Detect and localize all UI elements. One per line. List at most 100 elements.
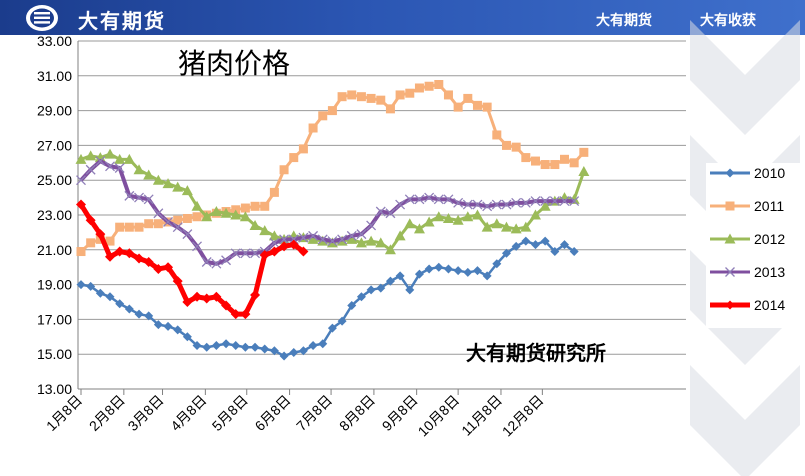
data-point-2011 <box>540 160 550 170</box>
data-point-2012 <box>239 211 251 222</box>
legend-swatch-2014 <box>710 300 750 310</box>
data-point-2011 <box>279 165 289 175</box>
data-point-2013 <box>143 194 154 205</box>
legend-item-2013: 2013 <box>706 262 801 282</box>
data-point-2012 <box>375 237 387 248</box>
data-point-2013 <box>356 229 367 240</box>
legend-label: 2010 <box>754 165 786 181</box>
data-point-2014 <box>163 262 174 273</box>
x-tick-label: 12月8日 <box>499 392 547 440</box>
data-point-2013 <box>511 197 522 208</box>
data-point-2011 <box>530 156 540 166</box>
data-point-2014 <box>279 241 290 252</box>
data-point-2012 <box>133 164 145 175</box>
x-tick-label: 7月8日 <box>293 392 335 434</box>
data-point-2013 <box>298 232 309 243</box>
data-point-2011 <box>260 201 270 211</box>
data-point-2010 <box>560 240 569 250</box>
data-point-2011 <box>511 142 521 152</box>
dayou-logo-icon <box>26 5 58 31</box>
data-point-2010 <box>231 341 241 350</box>
data-point-2012 <box>355 237 367 248</box>
data-point-2012 <box>152 174 164 185</box>
data-point-2013 <box>530 196 541 207</box>
data-point-2012 <box>529 209 541 220</box>
brand-name: 大有期货 <box>78 9 166 33</box>
data-point-2014 <box>240 309 251 320</box>
legend-label: 2012 <box>754 231 786 247</box>
data-point-2010 <box>144 311 154 321</box>
y-tick-label: 21.00 <box>37 242 72 258</box>
data-point-2011 <box>115 222 125 232</box>
data-point-2010 <box>124 304 134 314</box>
data-point-2013 <box>337 234 348 245</box>
data-point-2010 <box>414 269 424 279</box>
y-tick-label: 23.00 <box>37 207 72 223</box>
data-point-2010 <box>76 280 86 290</box>
data-point-2012 <box>433 211 445 222</box>
y-tick-label: 19.00 <box>37 277 72 293</box>
data-point-2013 <box>85 164 96 175</box>
x-tick-label: 3月8日 <box>125 392 167 434</box>
data-point-2013 <box>221 255 232 266</box>
data-point-2012 <box>75 153 87 164</box>
data-point-2013 <box>317 234 328 245</box>
data-point-2011 <box>105 236 115 246</box>
data-point-2011 <box>434 80 444 89</box>
x-tick-label: 5月8日 <box>209 392 251 434</box>
data-point-2012 <box>539 200 551 211</box>
x-tick-label: 8月8日 <box>336 392 378 434</box>
data-point-2013 <box>462 199 473 210</box>
data-point-2012 <box>500 221 512 232</box>
data-point-2012 <box>268 230 280 241</box>
data-point-2011 <box>173 215 183 225</box>
data-point-2013 <box>375 206 386 217</box>
data-point-2011 <box>376 95 386 105</box>
data-point-2012 <box>230 209 242 220</box>
data-point-2012 <box>520 221 532 232</box>
series-2014 <box>76 199 309 320</box>
data-point-2014 <box>134 253 145 264</box>
data-point-2014 <box>124 248 135 259</box>
data-point-2012 <box>181 185 193 196</box>
data-point-2013 <box>192 241 202 252</box>
slogan-left: 大有期货 <box>596 13 652 29</box>
data-point-2011 <box>337 92 347 102</box>
y-tick-label: 31.00 <box>37 68 72 84</box>
data-point-2012 <box>413 223 425 234</box>
data-point-2014 <box>76 199 86 210</box>
data-point-2010 <box>318 339 328 349</box>
data-point-2014 <box>288 239 299 250</box>
data-point-2010 <box>105 292 115 302</box>
data-point-2010 <box>202 342 212 352</box>
data-point-2013 <box>433 194 444 205</box>
data-point-2010 <box>424 264 434 274</box>
data-point-2013 <box>201 257 212 267</box>
legend-item-2012: 2012 <box>706 229 801 249</box>
data-point-2012 <box>442 212 454 223</box>
data-point-2011 <box>269 187 279 197</box>
data-point-2010 <box>298 346 308 356</box>
series-2011 <box>76 80 589 257</box>
data-point-2012 <box>404 218 416 229</box>
data-point-2014 <box>269 246 280 257</box>
data-point-2012 <box>384 244 396 255</box>
data-point-2013 <box>569 196 580 207</box>
series-line-2013 <box>79 159 575 266</box>
legend-swatch-2013 <box>710 267 750 277</box>
y-tick-label: 17.00 <box>37 311 72 327</box>
data-point-2012 <box>143 169 155 180</box>
data-point-2014 <box>211 291 222 302</box>
data-point-2013 <box>443 194 454 205</box>
data-point-2014 <box>153 263 164 274</box>
data-point-2011 <box>385 104 395 114</box>
data-point-2013 <box>366 220 377 231</box>
chart-legend: 2010 2011 2012 2013 2014 <box>706 163 801 328</box>
data-point-2010 <box>211 341 221 350</box>
legend-label: 2013 <box>754 264 786 280</box>
data-point-2013 <box>385 208 396 219</box>
data-point-2010 <box>337 316 347 326</box>
data-point-2012 <box>259 225 271 236</box>
data-point-2014 <box>172 276 183 287</box>
data-point-2010 <box>366 285 376 295</box>
